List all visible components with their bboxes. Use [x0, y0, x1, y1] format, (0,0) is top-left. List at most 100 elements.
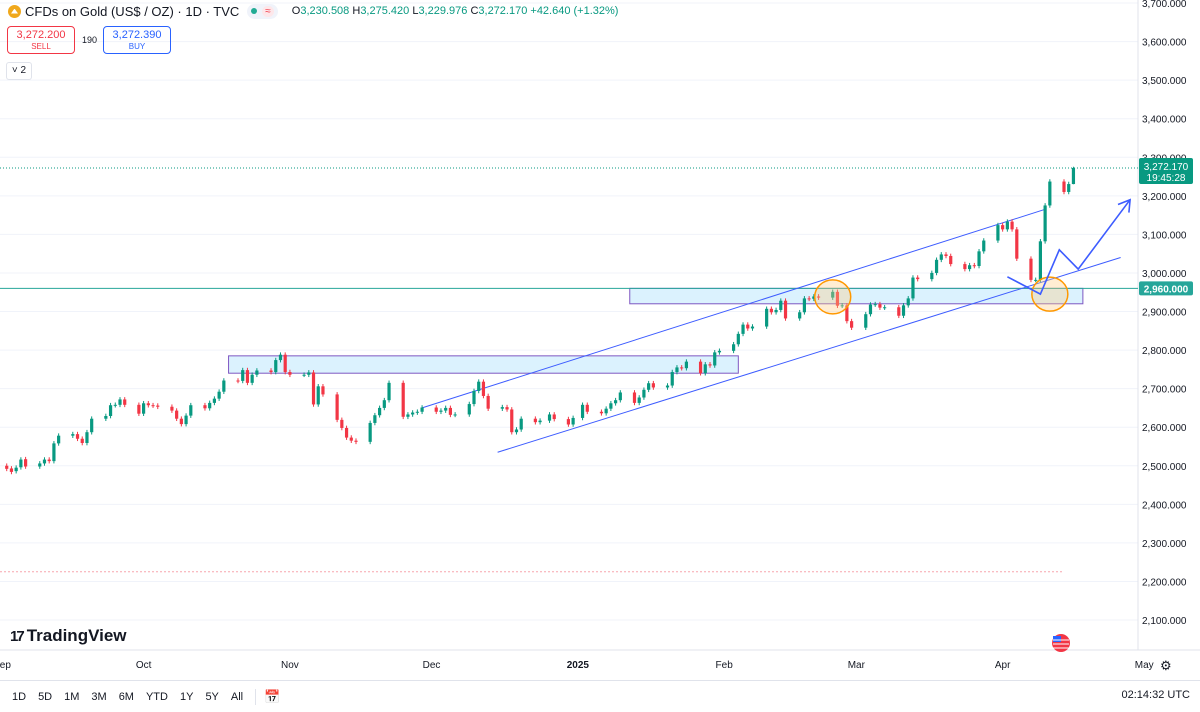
tradingview-mark-icon: 17 — [10, 627, 25, 645]
market-status-pill[interactable]: ≈ — [247, 3, 278, 19]
candle-body — [406, 414, 410, 417]
candle-body — [52, 443, 56, 462]
sell-label: SELL — [31, 42, 51, 51]
support-resistance-zone — [228, 355, 739, 374]
candle-body — [533, 418, 537, 423]
buy-button[interactable]: 3,272.390 BUY — [103, 26, 171, 54]
candle-body — [850, 321, 854, 328]
timeframe-ytd[interactable]: YTD — [145, 690, 168, 703]
candle-body — [864, 314, 868, 328]
candle-body — [883, 307, 887, 309]
timeframe-5d[interactable]: 5D — [38, 690, 53, 703]
candle-body — [439, 410, 443, 412]
chart-header: CFDs on Gold (US$ / OZ) · 1D · TVC ≈ O3,… — [0, 0, 618, 22]
candle-body — [1010, 221, 1014, 230]
gear-icon[interactable]: ⚙ — [1160, 658, 1172, 673]
candle-body — [274, 360, 278, 373]
y-tick-label: 2,200.000 — [1142, 577, 1187, 588]
last-price-label-bg — [1139, 157, 1193, 184]
candle-body — [831, 291, 835, 298]
candle-body — [873, 304, 877, 306]
candle-body — [750, 326, 755, 329]
sell-button[interactable]: 3,272.200 SELL — [7, 26, 75, 54]
candle-body — [467, 404, 471, 415]
candle-body — [269, 370, 273, 373]
y-tick-label: 2,900.000 — [1142, 308, 1187, 319]
candle-body — [1038, 241, 1042, 280]
candle-body — [680, 367, 684, 369]
candle-body — [212, 398, 216, 403]
candle-body — [618, 392, 622, 401]
candle-body — [708, 364, 712, 366]
spread-value: 190 — [82, 35, 98, 45]
tradingview-logo-text: TradingView — [26, 626, 127, 645]
candle-body — [901, 305, 906, 316]
candle-body — [939, 254, 943, 260]
candle-body — [241, 370, 245, 381]
candle-body — [732, 344, 736, 351]
candle-body — [1062, 181, 1066, 192]
us-flag-icon — [1052, 634, 1070, 652]
candle-body — [566, 419, 570, 425]
market-open-dot-icon — [251, 8, 258, 14]
buy-price: 3,272.390 — [112, 29, 162, 41]
candle-body — [142, 403, 146, 414]
candle-body — [651, 383, 655, 388]
candle-body — [344, 427, 349, 438]
x-tick-label: May — [1135, 660, 1154, 671]
y-tick-label: 3,400.000 — [1142, 115, 1187, 126]
candle-body — [514, 429, 519, 433]
candle-body — [614, 400, 618, 404]
candle-body — [208, 402, 212, 409]
candle-body — [9, 468, 14, 472]
candle-body — [840, 305, 844, 307]
candle-body — [1043, 205, 1047, 242]
candle-body — [378, 407, 382, 416]
indicators-collapse-button[interactable]: ˅ 2 — [6, 62, 32, 80]
candle-body — [845, 305, 849, 322]
candle-body — [373, 415, 377, 423]
candle-body — [80, 438, 84, 443]
gold-coin-icon — [8, 4, 21, 18]
candle-body — [108, 405, 113, 417]
candle-body — [415, 411, 419, 413]
candle-body — [448, 407, 452, 415]
timeframe-3m[interactable]: 3M — [91, 690, 107, 703]
timeframe-1m[interactable]: 1M — [64, 690, 80, 703]
candle-body — [713, 352, 717, 366]
open-key: O — [291, 5, 301, 17]
candle-body — [783, 300, 788, 319]
candle-body — [934, 259, 939, 273]
high-key: H — [352, 5, 361, 17]
timeframe-1d[interactable]: 1D — [12, 690, 27, 703]
x-tick-label: Apr — [995, 660, 1011, 671]
utc-clock[interactable]: 02:14:32 UTC — [1121, 689, 1190, 701]
candle-body — [179, 418, 183, 425]
close-value: 3,272.170 — [478, 5, 528, 17]
symbol-title[interactable]: CFDs on Gold (US$ / OZ) · 1D · TVC — [25, 3, 240, 19]
candle-body — [175, 410, 179, 419]
tradingview-logo[interactable]: 17 TradingView — [10, 626, 127, 646]
candle-body — [170, 406, 174, 411]
candle-body — [118, 399, 122, 405]
price-chart[interactable]: 2,100.000 2,200.000 2,300.000 2,400.000 2,50… — [0, 0, 1200, 680]
ohlc-readout: O3,230.508 H3,275.420 L3,229.976 C3,272.… — [292, 5, 619, 17]
timeframe-5y[interactable]: 5Y — [205, 690, 219, 703]
candle-body — [453, 414, 457, 416]
calendar-range-icon[interactable]: 📅 — [264, 688, 281, 704]
candle-body — [500, 407, 504, 409]
x-tick-label: Dec — [423, 660, 441, 671]
candle-body — [302, 374, 306, 376]
candle-body — [24, 459, 28, 467]
candle-body — [982, 240, 986, 252]
candle-body — [123, 399, 127, 405]
candle-body — [1048, 181, 1052, 206]
candle-body — [684, 361, 688, 369]
change-value: +42.640 (+1.32%) — [530, 5, 619, 17]
timeframe-1y[interactable]: 1Y — [179, 690, 194, 703]
candle-body — [236, 380, 240, 382]
timeframe-all[interactable]: All — [230, 690, 244, 703]
candle-body — [1071, 167, 1076, 185]
candle-body — [510, 409, 514, 433]
timeframe-6m[interactable]: 6M — [118, 690, 134, 703]
